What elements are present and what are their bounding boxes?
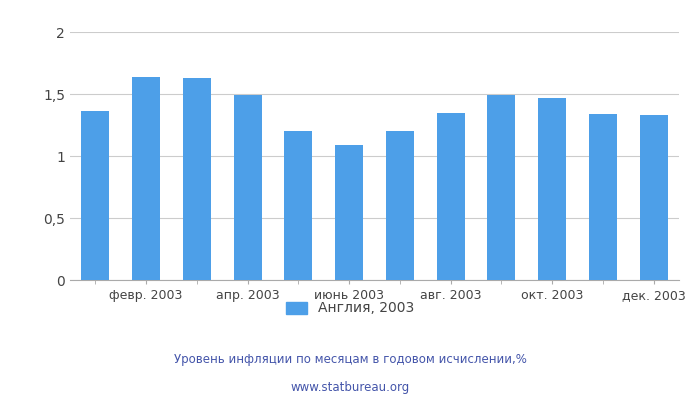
Bar [437,113,465,280]
Bar [335,145,363,280]
Bar [487,95,515,280]
Bar [183,78,211,280]
Bar [234,95,262,280]
Bar [538,98,566,280]
Bar [284,131,312,280]
Bar [386,131,414,280]
Text: Уровень инфляции по месяцам в годовом исчислении,%: Уровень инфляции по месяцам в годовом ис… [174,354,526,366]
Legend: Англия, 2003: Англия, 2003 [280,296,420,321]
Text: www.statbureau.org: www.statbureau.org [290,382,410,394]
Bar [589,114,617,280]
Bar [640,115,668,280]
Bar [81,111,109,280]
Bar [132,77,160,280]
